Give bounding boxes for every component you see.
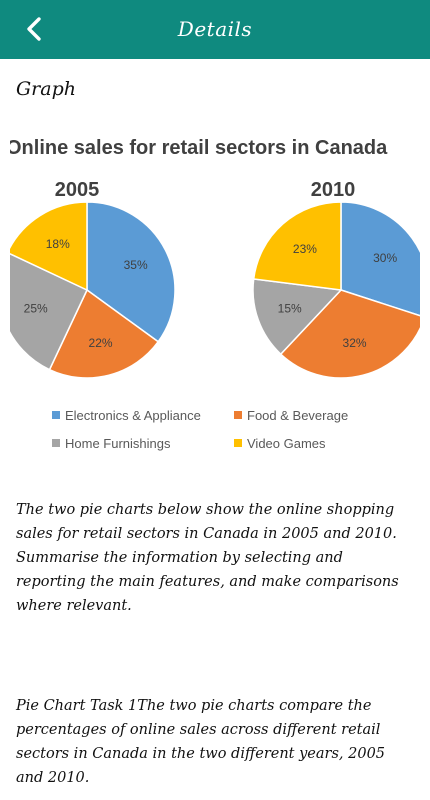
slice-label: 25% xyxy=(24,301,48,315)
slice-label: 22% xyxy=(89,336,113,350)
pie-slice xyxy=(10,252,88,371)
pie-slice xyxy=(86,201,176,343)
slice-label: 30% xyxy=(373,251,397,265)
chart-title: Online sales for retail sectors in Canad… xyxy=(10,137,388,159)
legend-label: Video Games xyxy=(247,436,326,451)
pie-title: 2005 xyxy=(55,179,100,201)
pie-slice xyxy=(340,201,420,317)
pie-slice xyxy=(252,201,342,291)
legend-swatch xyxy=(52,439,60,447)
legend-item: Home Furnishings xyxy=(52,436,171,451)
pie-chart: Online sales for retail sectors in Canad… xyxy=(10,137,420,451)
slice-label: 23% xyxy=(293,242,317,256)
graph-image: Online sales for retail sectors in Canad… xyxy=(10,124,420,469)
legend-item: Video Games xyxy=(234,436,326,451)
app-bar: Details xyxy=(0,0,430,59)
pie-slice xyxy=(279,289,420,379)
pie-slice xyxy=(252,278,343,356)
chevron-left-icon xyxy=(27,17,41,41)
back-button[interactable] xyxy=(14,10,54,48)
legend-label: Food & Beverage xyxy=(247,408,348,423)
section-heading: Graph xyxy=(16,78,76,100)
legend-item: Food & Beverage xyxy=(234,408,348,423)
legend-label: Electronics & Appliance xyxy=(65,408,201,423)
pie-2010: 2010 30% 32% 15% 23% xyxy=(252,179,420,379)
answer-intro: Pie Chart Task 1The two pie charts compa… xyxy=(16,698,386,786)
page-title: Details xyxy=(177,17,253,41)
legend-swatch xyxy=(52,411,60,419)
slice-label: 15% xyxy=(278,301,302,315)
legend-item: Electronics & Appliance xyxy=(52,408,201,423)
legend-swatch xyxy=(234,439,242,447)
legend-label: Home Furnishings xyxy=(65,436,171,451)
task-prompt: The two pie charts below show the online… xyxy=(16,502,399,614)
slice-label: 18% xyxy=(46,237,70,251)
slice-label: 32% xyxy=(343,336,367,350)
pie-slice xyxy=(10,201,88,292)
pie-title: 2010 xyxy=(311,179,356,201)
legend-swatch xyxy=(234,411,242,419)
slice-label: 35% xyxy=(124,258,148,272)
pie-2005: 2005 35% 22% 25% 18% xyxy=(10,179,176,379)
